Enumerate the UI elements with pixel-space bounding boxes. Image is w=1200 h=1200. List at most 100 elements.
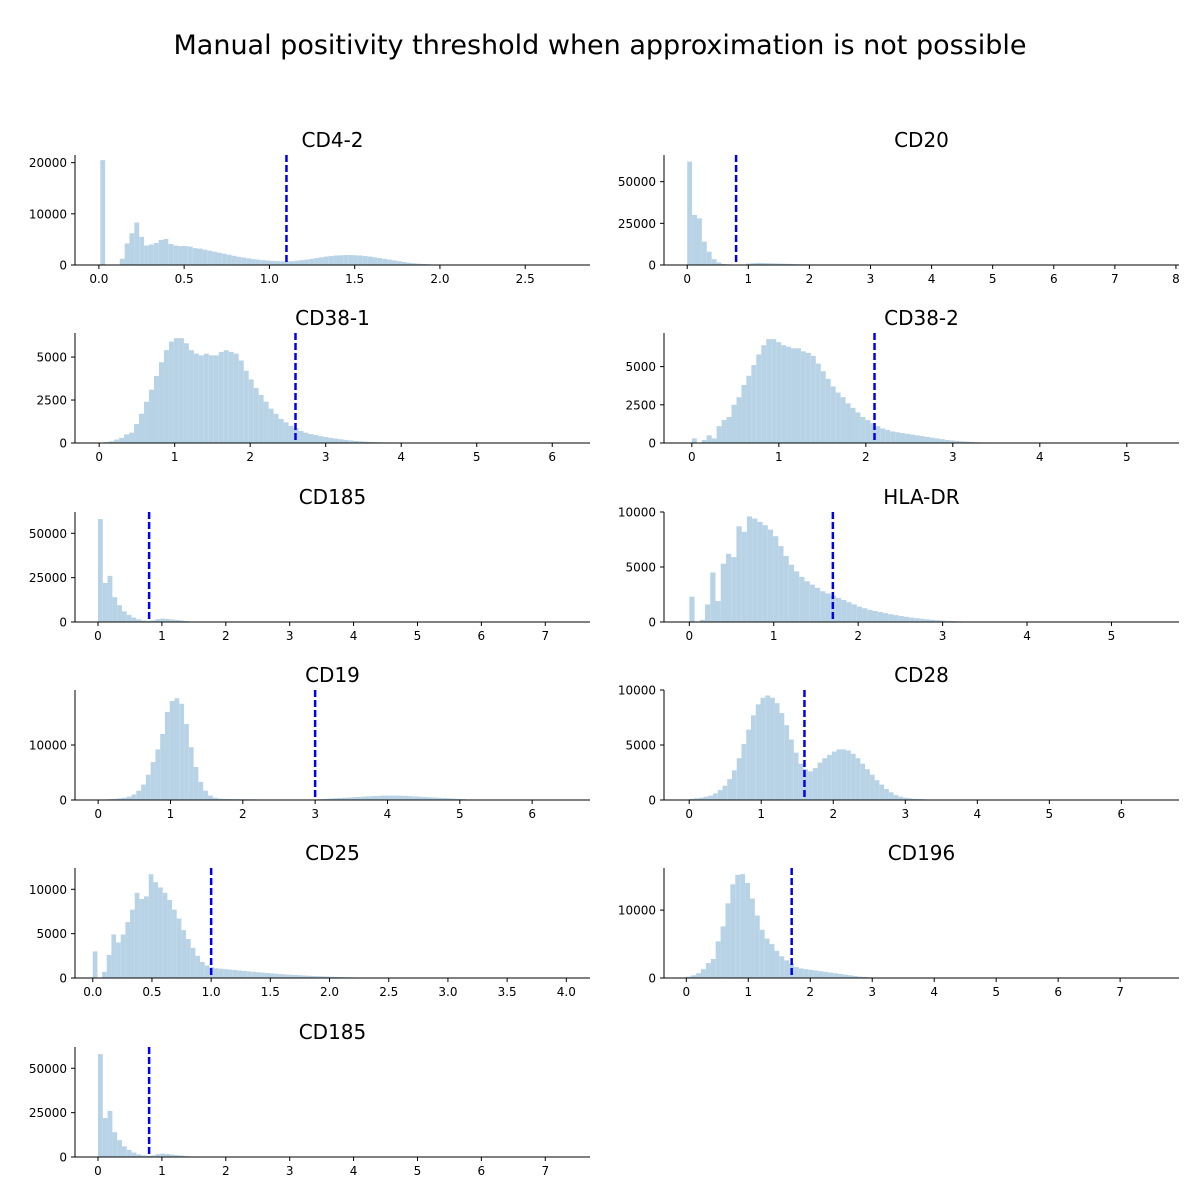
panel-title: CD196 [888, 841, 956, 865]
histogram-bar [809, 584, 815, 622]
histogram-bar [924, 436, 930, 443]
x-tick-label: 6 [1054, 985, 1062, 999]
x-tick-label: 3.5 [498, 985, 517, 999]
histogram-bar [857, 976, 863, 978]
histogram-bar [308, 434, 314, 443]
histogram-bar [232, 970, 238, 978]
histogram-bar [885, 430, 891, 443]
histogram-bar [302, 975, 308, 978]
histogram-panel: 0 1 2 3 4 5 6 7 8 0 25000 50000 CD20 [618, 128, 1180, 286]
histogram-bar [120, 934, 126, 978]
x-tick-label: 4 [930, 985, 938, 999]
histogram-bar [372, 257, 378, 265]
histogram-bar [791, 348, 796, 443]
histogram-bar [141, 1155, 146, 1157]
x-tick-label: 6 [1118, 807, 1126, 821]
y-tick-label: 0 [648, 437, 656, 451]
histogram-bar [741, 384, 747, 443]
histogram-bar [148, 874, 154, 978]
histogram-bar [855, 758, 861, 800]
y-tick-label: 5000 [36, 927, 67, 941]
histogram-bar [285, 261, 290, 265]
x-tick-label: 1 [744, 272, 752, 286]
histogram-bar [818, 971, 824, 978]
histogram-bar [265, 260, 271, 265]
x-tick-label: 2 [239, 807, 247, 821]
histogram-bar [299, 260, 305, 265]
histogram-bar [163, 238, 169, 265]
x-tick-label: 2.5 [379, 985, 398, 999]
histogram-bar [136, 790, 142, 800]
histogram-panel: 0 1 2 3 4 5 6 7 0 25000 50000 CD185 [29, 1020, 590, 1178]
histogram-bar [691, 975, 697, 978]
histogram-bar [720, 926, 726, 978]
histogram-bar [755, 704, 761, 800]
x-tick-label: 3 [286, 1164, 294, 1178]
y-tick-label: 5000 [625, 739, 656, 753]
histogram-bar [757, 521, 763, 622]
histogram-bar [367, 256, 373, 265]
histogram-bar [321, 976, 326, 978]
histogram-bar [735, 874, 741, 978]
histogram-bar [233, 353, 239, 444]
histogram-bar [178, 338, 184, 443]
histogram-panel: 0 1 2 3 4 5 6 0 5000 10000 CD28 [618, 663, 1179, 821]
histogram-bar [825, 378, 831, 443]
histogram-bar [804, 581, 810, 622]
x-tick-label: 0 [94, 629, 102, 643]
histogram-bar [353, 440, 359, 443]
histogram-bar [822, 758, 828, 800]
histogram-bar [338, 255, 344, 265]
panel-title: HLA-DR [883, 485, 960, 509]
histogram-bar [343, 255, 349, 265]
x-tick-label: 4 [928, 272, 936, 286]
histogram-bar [168, 244, 174, 265]
histogram-bar [131, 794, 137, 800]
histogram-bar [112, 1132, 118, 1157]
histogram-bar [126, 796, 132, 800]
histogram-bar [841, 600, 847, 622]
histogram-bar [770, 263, 776, 265]
histogram-bar [701, 439, 707, 443]
histogram-bar [725, 903, 731, 978]
x-tick-label: 4 [350, 629, 358, 643]
x-tick-label: 5 [1046, 807, 1054, 821]
x-tick-label: 2.5 [516, 272, 535, 286]
histogram-bar [358, 441, 364, 443]
histogram-bar [216, 252, 222, 265]
histogram-bar [800, 351, 806, 443]
histogram-bar [129, 233, 135, 265]
histogram-bar [343, 439, 349, 443]
histogram-bar [722, 785, 728, 800]
histogram-bar [815, 363, 821, 443]
histogram-bar [92, 951, 98, 978]
x-tick-label: 0.0 [89, 272, 108, 286]
histogram-bar [441, 798, 447, 800]
histogram-bar [221, 253, 227, 265]
histogram-bar [773, 536, 779, 622]
histogram-bar [303, 432, 309, 443]
y-tick-label: 2500 [625, 398, 656, 412]
histogram-bar [193, 767, 199, 800]
x-tick-label: 0 [686, 629, 694, 643]
histogram-bar [888, 614, 894, 622]
histogram-bar [696, 973, 701, 978]
histogram-bar [307, 975, 312, 978]
histogram-bar [294, 260, 300, 265]
figure-title: Manual positivity threshold when approxi… [173, 30, 1027, 61]
histogram-bar [895, 432, 901, 443]
histogram-bar [389, 795, 395, 800]
histogram-bar [401, 261, 407, 265]
x-tick-label: 0 [95, 450, 103, 464]
histogram-bar [847, 975, 853, 978]
x-tick-label: 1 [158, 629, 166, 643]
histogram-bar [736, 397, 742, 443]
histogram-bar [736, 758, 742, 800]
histogram-bar [144, 401, 149, 443]
histogram-bar [820, 371, 826, 443]
histogram-bar [298, 430, 304, 443]
histogram-bar [715, 941, 721, 978]
histogram-bar [222, 798, 228, 800]
histogram-bar [686, 976, 692, 978]
